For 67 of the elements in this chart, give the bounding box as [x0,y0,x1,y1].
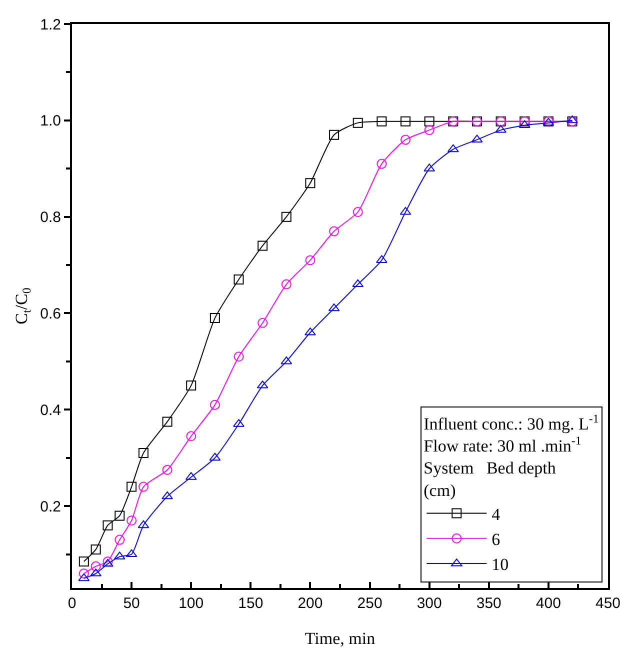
point [138,448,148,458]
point [424,116,434,126]
x-tick-label: 100 [178,595,204,612]
point [305,178,316,188]
point [162,464,172,475]
point [162,491,173,500]
y-tick-label: 0.6 [40,305,61,322]
point [138,520,150,528]
point [258,240,268,251]
legend-label: 10 [492,555,509,574]
y-tick-label: 0.8 [40,209,61,226]
point [281,279,292,290]
point [102,520,113,530]
point [424,125,434,136]
point [376,116,387,126]
point [329,226,340,236]
point [329,130,340,140]
point [126,549,138,558]
point [352,279,364,288]
x-tick-label: 150 [238,595,264,612]
point [447,144,459,152]
point [352,207,363,217]
x-tick-label: 300 [416,595,442,612]
text: Influent conc.: 30 mg. L$^{-1}$ Flow rate: 30 ml .min$^{-1}$ System Bed depth (cm) [424,411,599,500]
x-tick-label: 50 [123,595,140,612]
y-tick-label: 0.4 [40,402,61,419]
y-tick-label: 1.2 [40,16,61,34]
point [90,544,101,554]
point [162,416,172,427]
point [90,561,101,572]
point [328,303,340,312]
point [376,158,387,169]
point [400,134,411,145]
point [234,274,244,284]
point [114,534,125,545]
point [234,352,244,362]
point [209,452,221,461]
point [352,118,363,128]
x-axis-title: Time, min [304,629,376,648]
x-tick-label: 200 [298,595,323,612]
x-tick-label: 400 [536,595,561,612]
point [281,212,292,222]
point [210,400,220,410]
point [280,356,292,364]
point [258,318,268,328]
x-tick-label: 0 [68,595,76,612]
point [138,482,148,492]
point [210,313,220,324]
x-tick-label: 450 [595,595,621,612]
x-tick-label: 250 [357,595,382,612]
point [126,482,137,492]
point [186,380,196,391]
legend-label: 6 [492,530,500,550]
y-tick-label: 1.0 [40,112,61,130]
legend-label: 4 [492,504,501,524]
point [186,431,196,442]
point [566,115,578,124]
x-tick-label: 350 [476,595,502,612]
point [400,116,411,126]
point [78,556,89,566]
point [102,556,113,566]
point [126,516,137,526]
point [78,573,90,582]
y-tick-label: 0.2 [40,498,61,516]
point [305,255,316,266]
point [114,510,125,521]
point [78,568,89,579]
